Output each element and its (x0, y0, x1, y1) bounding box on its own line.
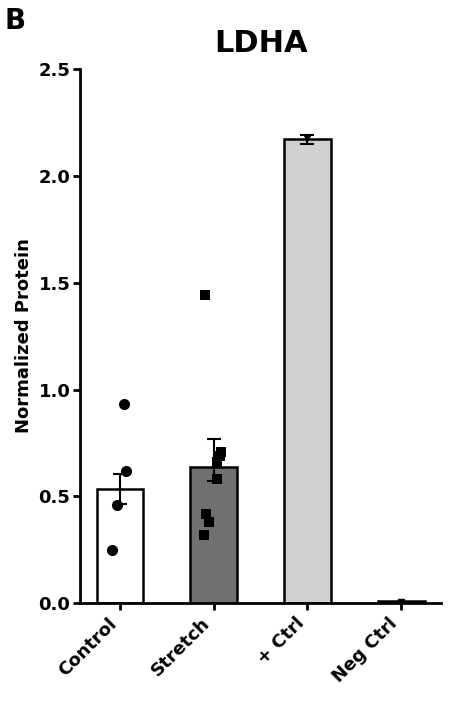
Text: B: B (5, 7, 25, 35)
Title: LDHA: LDHA (213, 29, 307, 58)
Bar (283, 139, 330, 604)
Y-axis label: Normalized Protein: Normalized Protein (15, 238, 33, 433)
Bar (96, 489, 143, 604)
Bar (190, 466, 237, 604)
Bar (377, 601, 424, 604)
